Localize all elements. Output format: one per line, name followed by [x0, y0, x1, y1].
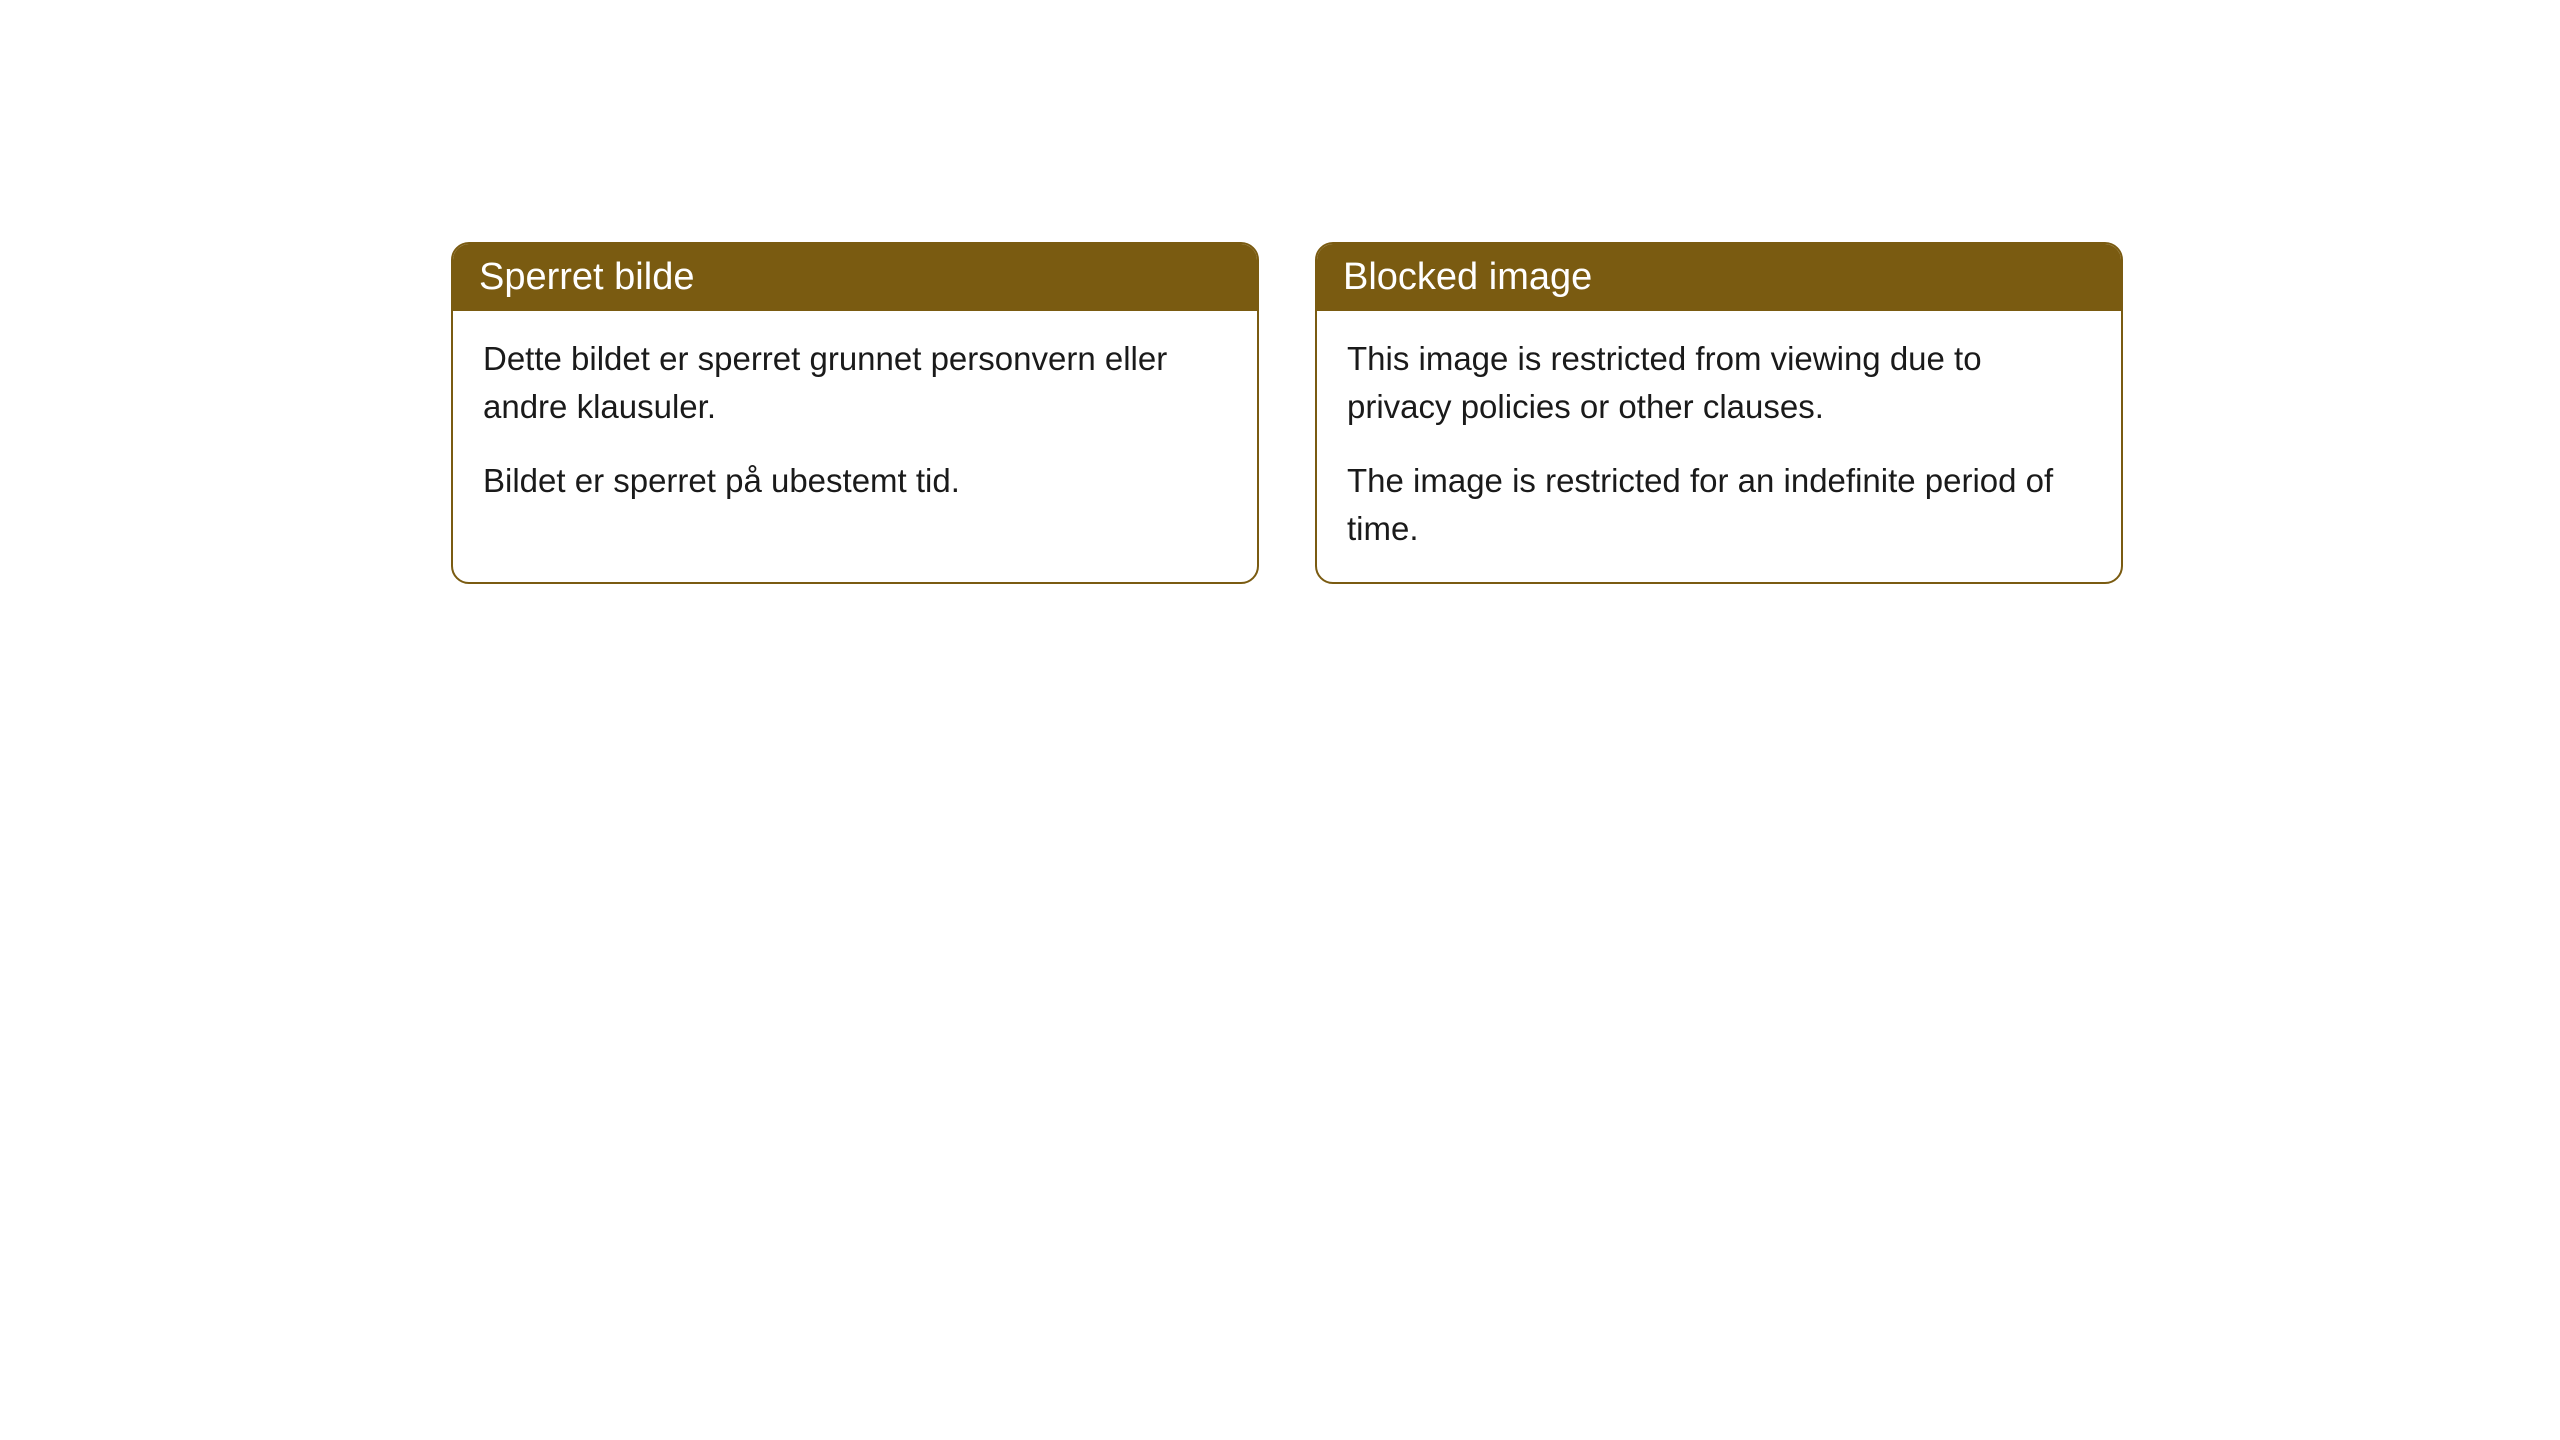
- notice-card-english: Blocked image This image is restricted f…: [1315, 242, 2123, 584]
- notice-cards-container: Sperret bilde Dette bildet er sperret gr…: [451, 242, 2123, 584]
- notice-card-norwegian: Sperret bilde Dette bildet er sperret gr…: [451, 242, 1259, 584]
- card-header: Sperret bilde: [453, 244, 1257, 311]
- card-paragraph: The image is restricted for an indefinit…: [1347, 457, 2091, 553]
- card-body: This image is restricted from viewing du…: [1317, 311, 2121, 582]
- card-header: Blocked image: [1317, 244, 2121, 311]
- card-body: Dette bildet er sperret grunnet personve…: [453, 311, 1257, 535]
- card-paragraph: This image is restricted from viewing du…: [1347, 335, 2091, 431]
- card-paragraph: Bildet er sperret på ubestemt tid.: [483, 457, 1227, 505]
- card-title: Blocked image: [1343, 256, 1592, 298]
- card-paragraph: Dette bildet er sperret grunnet personve…: [483, 335, 1227, 431]
- card-title: Sperret bilde: [479, 256, 694, 298]
